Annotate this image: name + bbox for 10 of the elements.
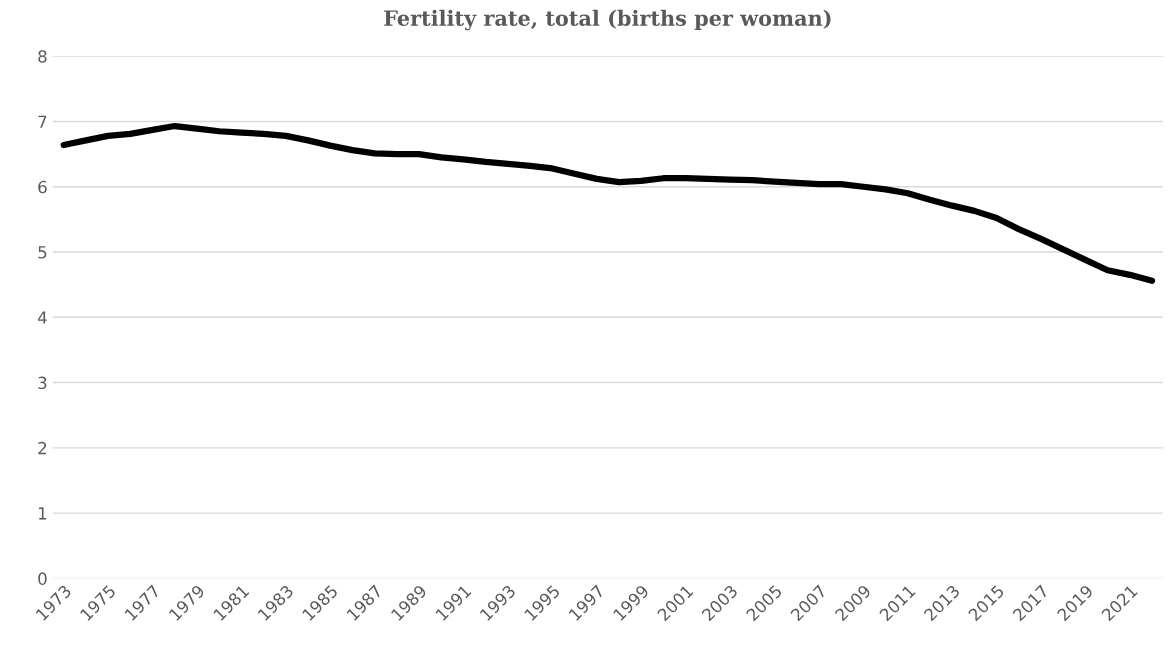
y-tick-label: 8 (38, 50, 47, 63)
y-tick-label: 5 (38, 246, 47, 259)
y-tick-label: 2 (38, 441, 47, 455)
y-tick-label: 6 (38, 180, 47, 194)
chart-title: Fertility rate, total (births per woman) (384, 9, 831, 31)
y-tick-label: 7 (38, 115, 47, 128)
y-tick-label: 1 (38, 507, 47, 520)
y-tick-label: 3 (38, 376, 47, 390)
y-tick-label: 0 (38, 572, 47, 585)
y-tick-label: 4 (37, 311, 47, 324)
